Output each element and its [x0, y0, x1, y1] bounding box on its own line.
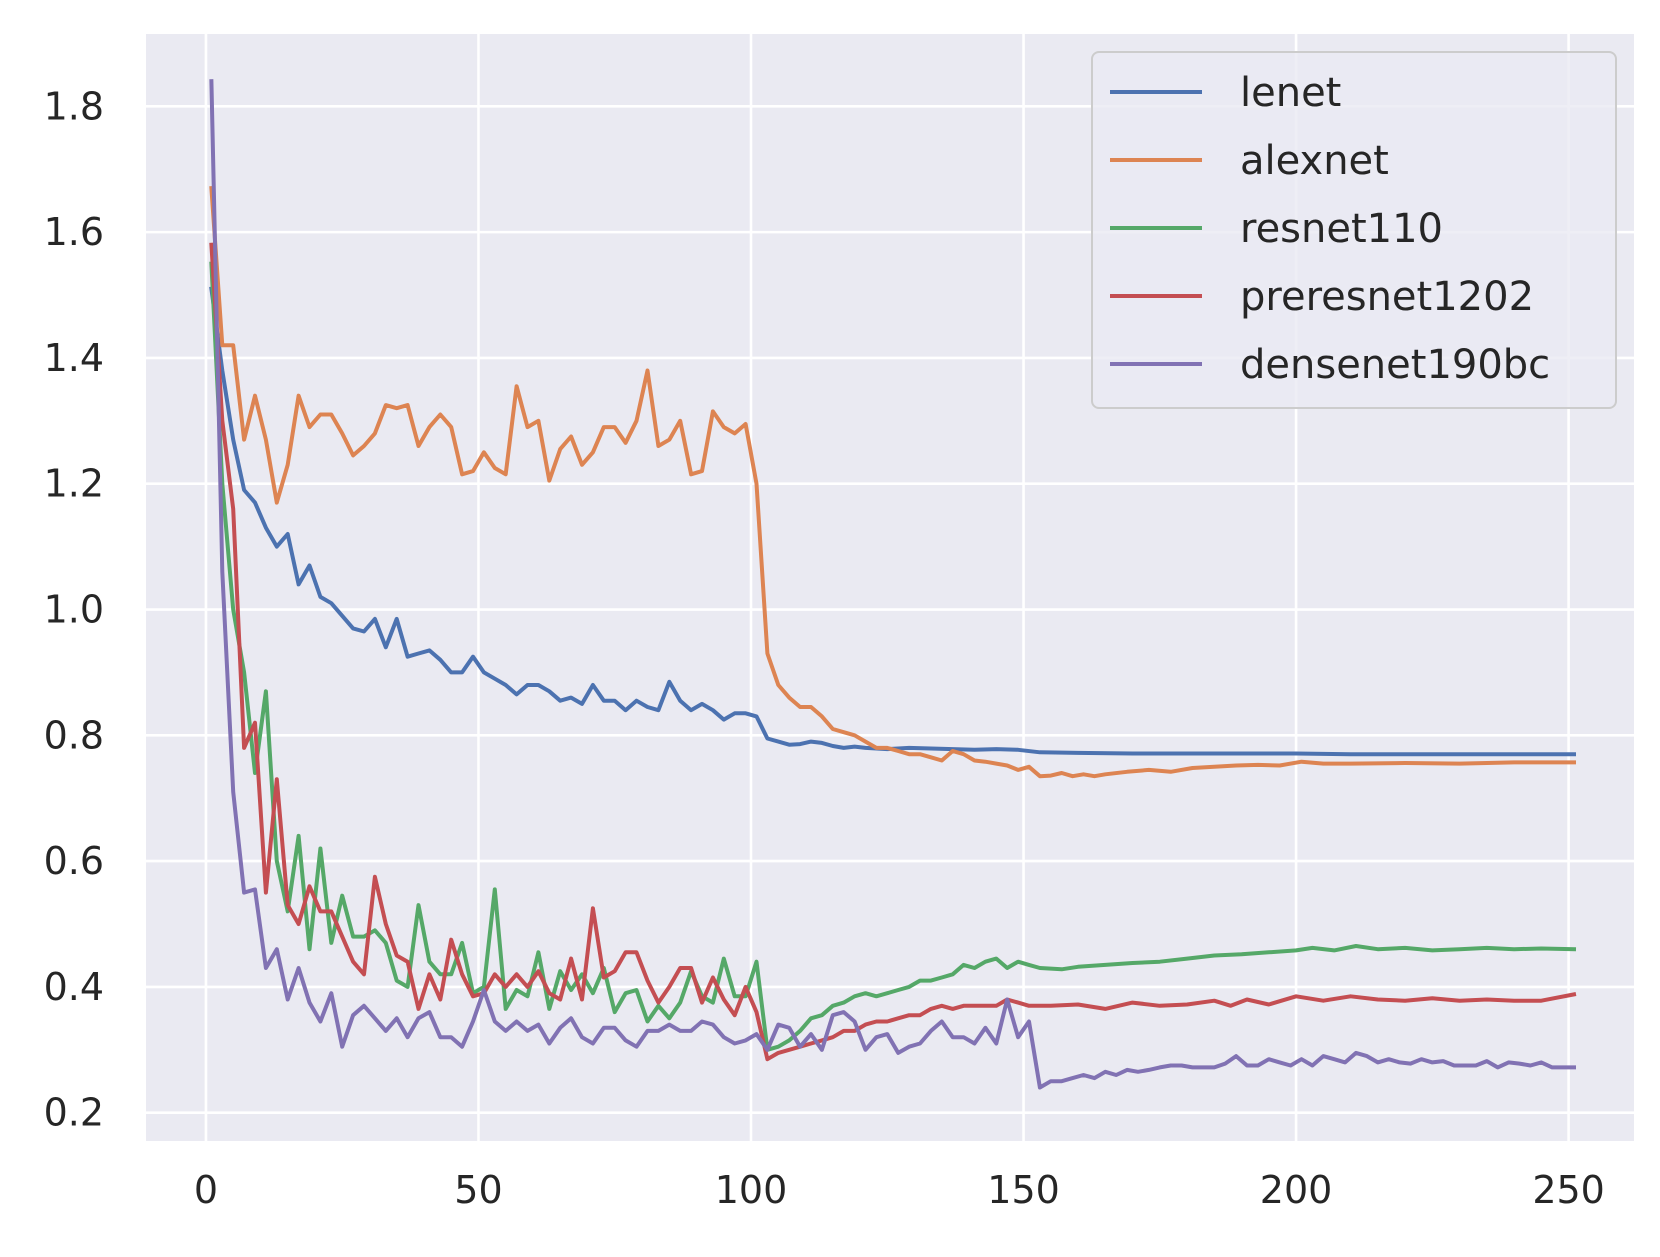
- series-line-lenet: [209, 286, 1576, 757]
- y-tick-label: 1.2: [44, 462, 104, 506]
- y-axis-ticks: 0.2 0.4 0.6 0.8 1.0 1.2 1.4 1.6 1.8: [44, 84, 104, 1134]
- legend-label-alexnet: alexnet: [1240, 138, 1389, 184]
- x-tick-label: 250: [1532, 1168, 1605, 1212]
- x-tick-label: 0: [194, 1168, 218, 1212]
- series-line-densenet190bc: [209, 79, 1576, 1090]
- legend-label-lenet: lenet: [1240, 70, 1341, 116]
- legend: lenet alexnet resnet110 preresnet1202 densen…: [1091, 51, 1617, 409]
- legend-label-densenet190bc: densenet190bc: [1240, 342, 1550, 388]
- series-line-preresnet1202: [209, 242, 1577, 1062]
- y-tick-label: 1.0: [44, 588, 104, 632]
- y-tick-label: 1.8: [44, 84, 104, 128]
- legend-box: [1091, 51, 1617, 409]
- x-tick-label: 50: [454, 1168, 502, 1212]
- grid: [146, 34, 1634, 1141]
- legend-label-resnet110: resnet110: [1240, 206, 1443, 252]
- x-axis-ticks: 0 50 100 150 200 250: [194, 1168, 1605, 1212]
- legend-label-preresnet1202: preresnet1202: [1240, 274, 1534, 320]
- series-lines: [209, 79, 1577, 1090]
- x-tick-label: 100: [715, 1168, 788, 1212]
- x-tick-label: 200: [1260, 1168, 1333, 1212]
- y-tick-label: 0.6: [44, 839, 104, 883]
- series-line-alexnet: [209, 185, 1576, 779]
- y-tick-label: 0.4: [44, 965, 104, 1009]
- y-tick-label: 1.6: [44, 210, 104, 254]
- x-tick-label: 150: [987, 1168, 1060, 1212]
- y-tick-label: 1.4: [44, 336, 104, 380]
- y-tick-label: 0.8: [44, 713, 104, 757]
- y-tick-label: 0.2: [44, 1091, 104, 1135]
